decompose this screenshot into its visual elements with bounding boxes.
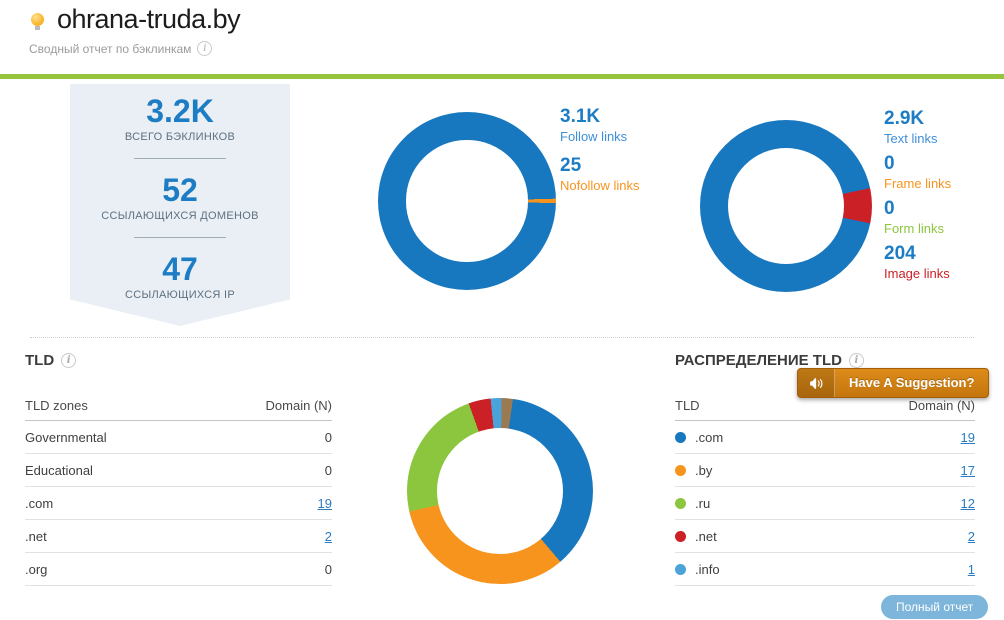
report-subtitle: Сводный отчет по бэклинкам i [29, 41, 213, 56]
referring-ips-label: ССЫЛАЮЩИХСЯ IP [124, 289, 236, 301]
tld-zone-value-link[interactable]: 2 [324, 528, 332, 544]
tld-distribution-heading: РАСПРЕДЕЛЕНИЕ TLD i [675, 352, 864, 369]
table-row: .by 17 [675, 454, 975, 487]
by-color-dot [675, 464, 686, 476]
tld-zone-label: Educational [25, 462, 93, 478]
tld-label: .by [695, 462, 713, 478]
follow-links-label: Follow links [560, 129, 628, 144]
legend-item-form-links: 0 Form links [884, 198, 951, 237]
lightbulb-icon [31, 13, 44, 30]
table-row: .ru 12 [675, 487, 975, 520]
info-icon[interactable]: i [848, 353, 864, 368]
tld-section-title: TLD [25, 352, 55, 369]
table-row: .org 0 [25, 553, 332, 586]
tld-label: .net [695, 528, 717, 544]
tld-zone-label: .com [25, 495, 54, 511]
total-backlinks-label: ВСЕГО БЭКЛИНКОВ [124, 131, 236, 143]
tld-zones-table: TLD zones Domain (N) Governmental 0 Educ… [25, 390, 332, 586]
follow-links-value: 3.1K [560, 106, 601, 127]
column-header-domain-n: Domain (N) [908, 397, 975, 413]
table-row: Governmental 0 [25, 421, 332, 454]
tld-distribution-title: РАСПРЕДЕЛЕНИЕ TLD [675, 352, 842, 369]
column-header-domain-n: Domain (N) [265, 397, 332, 413]
tld-label: .com [695, 429, 724, 445]
table-header-row: TLD zones Domain (N) [25, 390, 332, 421]
tld-zone-value: 0 [324, 561, 332, 577]
tld-zone-value: 0 [324, 462, 332, 478]
full-report-button[interactable]: Полный отчет [881, 595, 989, 619]
text-links-value: 2.9K [884, 108, 925, 129]
have-a-suggestion-label: Have A Suggestion? [849, 375, 975, 390]
referring-ips-value: 47 [162, 251, 198, 287]
table-row: .net 2 [25, 520, 332, 553]
summary-panel: 3.2K ВСЕГО БЭКЛИНКОВ 52 ССЫЛАЮЩИХСЯ ДОМЕ… [70, 84, 290, 326]
follow-nofollow-legend: 3.1K Follow links 25 Nofollow links [560, 106, 639, 204]
frame-links-label: Frame links [884, 176, 952, 191]
referring-domains-value: 52 [162, 172, 198, 208]
com-color-dot [675, 431, 686, 443]
backlink-types-donut-chart[interactable] [700, 120, 872, 292]
legend-item-image-links: 204 Image links [884, 243, 951, 282]
tld-zone-label: Governmental [25, 429, 107, 445]
tld-value-link[interactable]: 19 [960, 429, 975, 445]
image-links-value: 204 [884, 243, 916, 264]
referring-domains-label: ССЫЛАЮЩИХСЯ ДОМЕНОВ [101, 210, 259, 222]
text-links-label: Text links [884, 131, 938, 146]
table-row: Educational 0 [25, 454, 332, 487]
tld-label: .info [695, 561, 720, 577]
ru-color-dot [675, 497, 686, 509]
tld-zone-value-link[interactable]: 19 [317, 495, 332, 511]
nofollow-links-value: 25 [560, 155, 582, 176]
tld-value-link[interactable]: 1 [967, 561, 975, 577]
have-a-suggestion-button[interactable]: Have A Suggestion? [797, 368, 990, 398]
tld-distribution-donut-chart[interactable] [407, 398, 593, 584]
table-header-row: TLD Domain (N) [675, 390, 975, 421]
report-subtitle-label: Сводный отчет по бэклинкам [29, 41, 192, 56]
tld-value-link[interactable]: 2 [967, 528, 975, 544]
follow-nofollow-donut-chart[interactable] [378, 112, 556, 290]
legend-item-frame-links: 0 Frame links [884, 153, 951, 192]
image-links-label: Image links [884, 266, 950, 281]
tld-zone-value: 0 [324, 429, 332, 445]
table-row: .com 19 [25, 487, 332, 520]
tld-section-heading: TLD i [25, 352, 77, 369]
tld-label: .ru [695, 495, 711, 511]
total-backlinks-value: 3.2K [146, 93, 214, 129]
section-divider [30, 337, 974, 338]
column-header-tld-zones: TLD zones [25, 397, 88, 413]
tld-zone-label: .org [25, 561, 48, 577]
tld-distribution-table: TLD Domain (N) .com 19 .by 17 .ru 12 .ne… [675, 390, 975, 586]
table-row: .info 1 [675, 553, 975, 586]
table-row: .com 19 [675, 421, 975, 454]
header-divider-bar [0, 74, 1004, 79]
column-header-tld: TLD [675, 397, 700, 413]
form-links-value: 0 [884, 198, 895, 219]
frame-links-value: 0 [884, 153, 895, 174]
info-icon[interactable]: i [197, 41, 213, 56]
net-color-dot [675, 530, 686, 542]
form-links-label: Form links [884, 221, 944, 236]
tld-value-link[interactable]: 12 [960, 495, 975, 511]
backlink-types-legend: 2.9K Text links 0 Frame links 0 Form lin… [884, 108, 951, 288]
page-title: ohrana-truda.by [57, 4, 241, 34]
info-icon[interactable]: i [61, 353, 77, 368]
legend-item-text-links: 2.9K Text links [884, 108, 951, 147]
legend-item-follow: 3.1K Follow links [560, 106, 639, 145]
summary-divider [134, 237, 226, 238]
info-color-dot [675, 563, 686, 575]
megaphone-icon [798, 369, 835, 397]
legend-item-nofollow: 25 Nofollow links [560, 155, 639, 194]
table-row: .net 2 [675, 520, 975, 553]
summary-divider [134, 158, 226, 159]
nofollow-links-label: Nofollow links [560, 178, 640, 193]
tld-value-link[interactable]: 17 [960, 462, 975, 478]
tld-zone-label: .net [25, 528, 47, 544]
